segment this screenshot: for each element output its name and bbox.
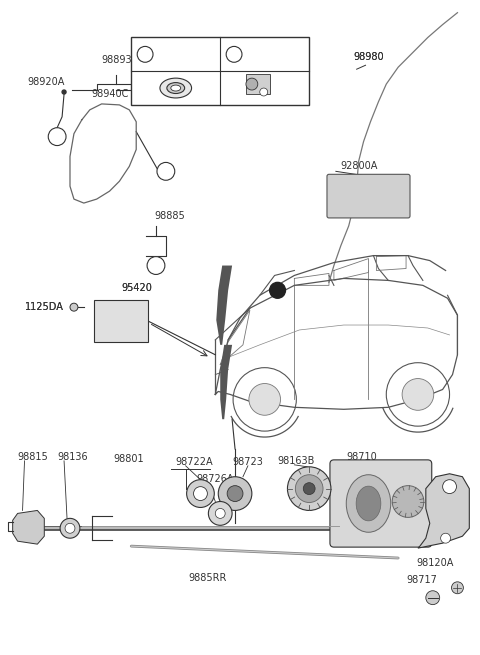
Text: 98920A: 98920A: [27, 77, 65, 87]
Circle shape: [157, 162, 175, 180]
Circle shape: [62, 90, 66, 94]
Text: 98980: 98980: [354, 52, 384, 62]
Circle shape: [392, 485, 424, 517]
Text: 98723: 98723: [232, 457, 263, 467]
Circle shape: [402, 379, 434, 410]
Text: 98120A: 98120A: [416, 558, 453, 568]
Circle shape: [48, 128, 66, 145]
Circle shape: [303, 483, 315, 495]
Ellipse shape: [171, 85, 180, 91]
Text: 81199: 81199: [246, 49, 276, 60]
Text: b: b: [163, 167, 168, 176]
Text: 98980: 98980: [354, 52, 384, 62]
Circle shape: [260, 88, 268, 96]
Text: b: b: [231, 50, 237, 59]
Circle shape: [218, 477, 252, 510]
Text: 98801: 98801: [113, 454, 144, 464]
Text: 98163B: 98163B: [277, 456, 315, 466]
Ellipse shape: [356, 486, 381, 521]
Circle shape: [227, 485, 243, 502]
Circle shape: [70, 303, 78, 311]
FancyBboxPatch shape: [327, 174, 410, 218]
Circle shape: [452, 582, 463, 593]
Ellipse shape: [167, 83, 185, 94]
Circle shape: [249, 384, 280, 415]
Circle shape: [443, 479, 456, 494]
FancyBboxPatch shape: [330, 460, 432, 547]
Text: 98722A: 98722A: [176, 457, 214, 467]
Bar: [94, 300, 148, 342]
Circle shape: [386, 363, 450, 426]
Text: 1125DA: 1125DA: [24, 302, 63, 312]
Text: 98710: 98710: [347, 452, 377, 462]
Circle shape: [60, 518, 80, 538]
Ellipse shape: [346, 475, 391, 533]
Circle shape: [441, 533, 451, 543]
Text: 98136: 98136: [57, 452, 88, 462]
Circle shape: [233, 367, 296, 431]
Bar: [246, 74, 270, 94]
Polygon shape: [12, 510, 44, 544]
Text: 95420: 95420: [121, 284, 152, 293]
Ellipse shape: [160, 78, 192, 98]
Polygon shape: [216, 265, 232, 345]
Circle shape: [270, 282, 286, 298]
Text: 98815: 98815: [18, 452, 48, 462]
Polygon shape: [220, 345, 232, 419]
Text: 98893A: 98893A: [102, 55, 139, 66]
Circle shape: [193, 487, 207, 500]
Text: 92800A: 92800A: [341, 161, 378, 172]
Circle shape: [147, 257, 165, 274]
Polygon shape: [418, 474, 469, 548]
Circle shape: [187, 479, 214, 508]
Bar: [131, 37, 309, 105]
Text: a: a: [143, 50, 148, 59]
Text: 98940C: 98940C: [92, 89, 129, 99]
Circle shape: [226, 47, 242, 62]
Text: b: b: [153, 261, 159, 270]
Text: 98885: 98885: [154, 211, 185, 221]
Text: 98717: 98717: [406, 575, 437, 585]
Text: a: a: [55, 132, 60, 141]
Circle shape: [216, 508, 225, 518]
Text: 9885RR: 9885RR: [189, 573, 227, 583]
Circle shape: [246, 78, 258, 90]
Text: 95420: 95420: [121, 284, 152, 293]
Text: 98940C: 98940C: [157, 49, 194, 60]
Text: 1125DA: 1125DA: [24, 302, 63, 312]
Circle shape: [426, 591, 440, 605]
Circle shape: [208, 502, 232, 525]
Circle shape: [65, 523, 75, 533]
Circle shape: [295, 475, 323, 502]
Circle shape: [288, 467, 331, 510]
Text: 98726A: 98726A: [196, 474, 234, 483]
Circle shape: [137, 47, 153, 62]
